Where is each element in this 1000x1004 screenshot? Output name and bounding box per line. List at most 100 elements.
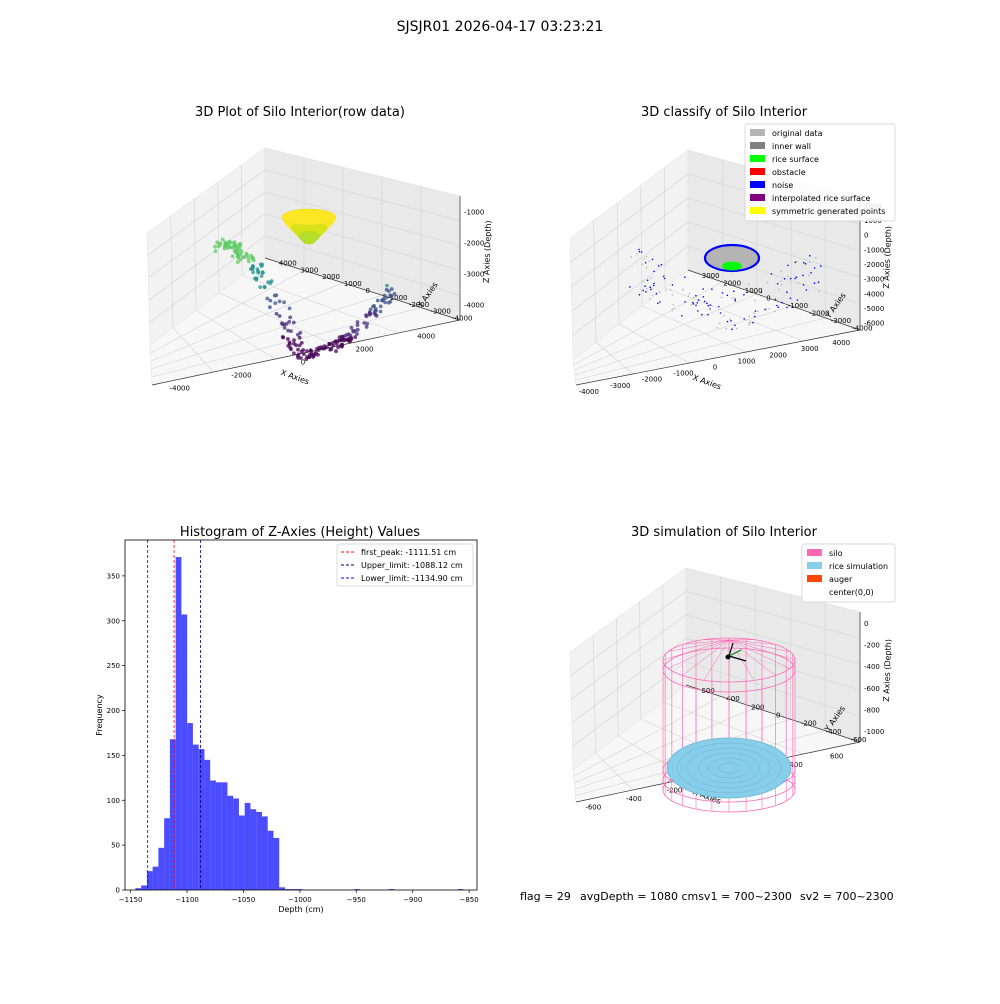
y-axis-label: Frequency	[95, 694, 104, 736]
p1-data-point	[215, 240, 219, 244]
p4-y-tick-label: 400	[726, 695, 739, 703]
p2-data-point	[805, 263, 807, 265]
p2-data-point	[780, 281, 782, 283]
p2-data-point	[809, 261, 811, 263]
p2-legend-swatch	[750, 194, 765, 201]
p2-data-point	[645, 291, 647, 293]
p1-data-point	[269, 281, 273, 285]
histogram-bar	[181, 614, 187, 890]
p1-data-point	[292, 338, 296, 342]
p2-legend-label: inner wall	[772, 142, 811, 151]
p1-data-point	[278, 314, 282, 318]
p2-data-point	[653, 283, 655, 285]
p1-data-point	[231, 245, 235, 249]
p2-data-point	[787, 265, 789, 267]
p1-data-point	[296, 354, 300, 358]
p2-data-point	[767, 282, 769, 284]
p2-data-point	[702, 288, 704, 290]
p2-x-tick-label: 1000	[738, 357, 756, 365]
p2-data-point	[786, 307, 788, 309]
p1-data-point	[307, 355, 311, 359]
p1-data-point	[227, 245, 231, 249]
p1-data-point	[350, 337, 354, 341]
p2-y-tick-label: -1000	[788, 302, 808, 310]
p2-data-point	[643, 290, 645, 292]
p2-data-point	[808, 275, 810, 277]
p2-data-point	[727, 321, 729, 323]
histogram-legend-label: Upper_limit: -1088.12 cm	[361, 561, 463, 570]
p2-z-tick-label: 0	[864, 232, 868, 240]
p1-data-point	[228, 240, 232, 244]
p2-legend-swatch	[750, 142, 765, 149]
y-tick-label: 300	[107, 617, 120, 625]
x-tick-label: −900	[403, 896, 422, 904]
p2-data-point	[779, 289, 781, 291]
p4-y-tick-label: -200	[801, 720, 817, 728]
p1-x-tick-label: 2000	[356, 346, 374, 354]
p2-data-point	[716, 327, 718, 329]
y-tick-label: 50	[111, 842, 120, 850]
histogram-bar	[245, 803, 251, 890]
panel4-3d-simulation: -600-400-20002004006006004002000-200-400…	[570, 544, 895, 812]
p1-data-point	[381, 298, 385, 302]
p1-data-point	[256, 271, 260, 275]
p2-z-axis-label: Z Axies (Depth)	[882, 226, 893, 289]
p1-z-tick-label: -4000	[464, 302, 484, 310]
y-tick-label: 0	[116, 887, 120, 895]
p1-data-point	[238, 244, 242, 248]
histogram-bar	[210, 781, 216, 890]
p1-data-point	[281, 335, 285, 339]
p1-data-point	[282, 300, 286, 304]
p2-data-point	[664, 278, 666, 280]
p2-data-point	[704, 301, 706, 303]
p2-data-point	[657, 303, 659, 305]
p2-data-point	[646, 267, 648, 269]
p2-data-point	[641, 264, 643, 266]
p2-data-point	[750, 322, 752, 324]
footer-flag: flag = 29	[520, 890, 571, 903]
p2-data-point	[682, 289, 684, 291]
p2-data-point	[701, 314, 703, 316]
p1-data-point	[393, 292, 397, 296]
p1-data-point	[213, 245, 217, 249]
panel3-title: Histogram of Z-Axies (Height) Values	[180, 525, 420, 540]
p2-data-point	[639, 251, 641, 253]
p1-data-point	[234, 248, 238, 252]
histogram-bar	[256, 812, 262, 890]
p2-data-point	[784, 278, 786, 280]
p1-data-point	[251, 271, 255, 275]
p1-surface-top	[282, 209, 336, 225]
p2-x-tick-label: 0	[713, 364, 717, 372]
p1-data-point	[249, 254, 253, 258]
p2-data-point	[707, 314, 709, 316]
p2-y-tick-label: -3000	[831, 317, 851, 325]
p2-data-point	[734, 298, 736, 300]
p4-center-marker	[726, 655, 731, 660]
p2-data-point	[757, 311, 759, 313]
p1-data-point	[376, 299, 380, 303]
p2-data-point	[659, 291, 661, 293]
p2-data-point	[659, 301, 661, 303]
p2-data-point	[644, 258, 646, 260]
p2-data-point	[673, 308, 675, 310]
p2-legend-label: original data	[772, 129, 823, 138]
p2-x-tick-label: 2000	[769, 351, 787, 359]
p2-data-point	[652, 295, 654, 297]
p2-data-point	[795, 276, 797, 278]
p2-data-point	[656, 293, 658, 295]
panel3-histogram: −1150−1100−1050−1000−950−900−85005010015…	[95, 540, 479, 914]
p2-y-tick-label: 3000	[702, 272, 720, 280]
p2-data-point	[689, 293, 691, 295]
p1-data-point	[274, 293, 278, 297]
p2-data-point	[653, 271, 655, 273]
p1-data-point	[365, 325, 369, 329]
p2-data-point	[649, 286, 651, 288]
p2-data-point	[781, 284, 783, 286]
p1-data-point	[335, 342, 339, 346]
p2-data-point	[709, 307, 711, 309]
p2-data-point	[703, 296, 705, 298]
p2-data-point	[636, 253, 638, 255]
p4-x-tick-label: 400	[789, 761, 802, 769]
histogram-bar	[268, 831, 274, 890]
p2-legend-swatch	[750, 168, 765, 175]
